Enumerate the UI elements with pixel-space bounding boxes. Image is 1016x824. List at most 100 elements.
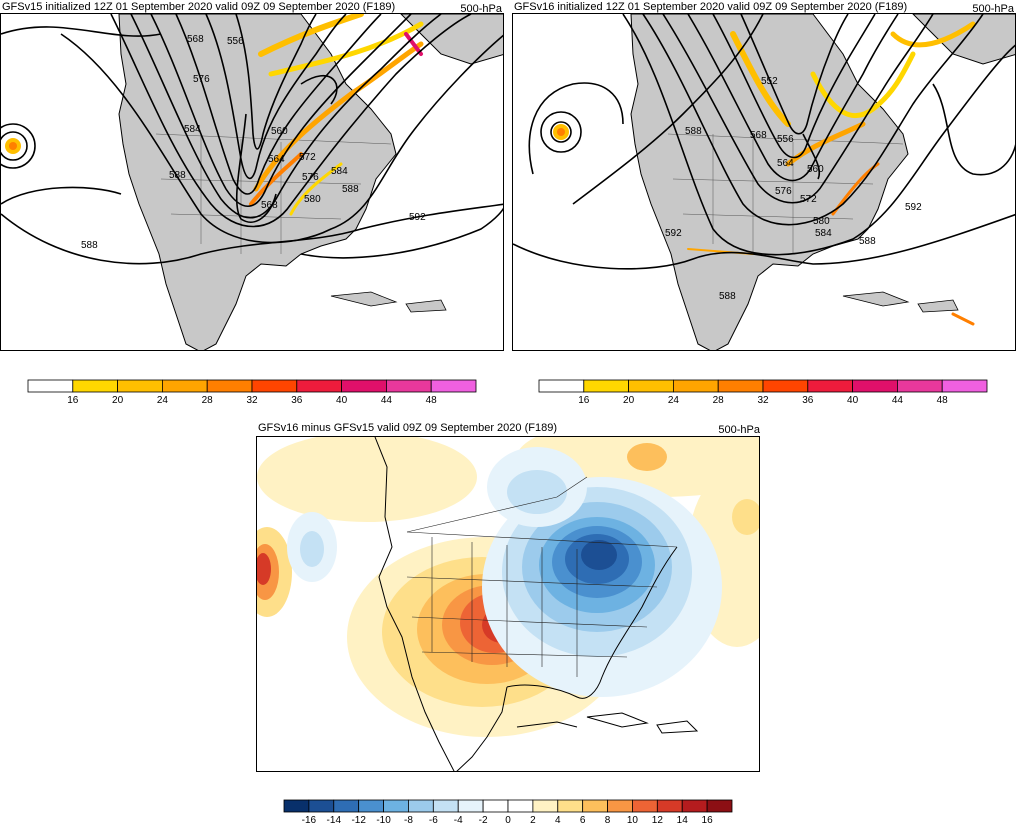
contour-label: 584 xyxy=(184,124,201,135)
diff-colorbar-swatch xyxy=(283,799,310,813)
hispaniola-island xyxy=(405,299,447,313)
diff-colorbar-swatch xyxy=(457,799,484,813)
wind-colorbar-tick-label: 28 xyxy=(713,395,725,406)
diff-colorbar-tick-label: -10 xyxy=(376,815,391,824)
diff-colorbar-swatch xyxy=(607,799,633,813)
contour-label: 560 xyxy=(271,126,288,137)
diff-colorbar-swatch xyxy=(408,799,434,813)
diff-colorbar-tick-label: -14 xyxy=(327,815,342,824)
wind-speed-shading xyxy=(553,21,976,326)
wind-colorbar-tick-label: 20 xyxy=(623,395,635,406)
contour-label: 588 xyxy=(685,126,702,137)
contour-label: 564 xyxy=(268,154,285,165)
wind-colorbar-swatch xyxy=(161,379,208,393)
gfsv16-panel-title: GFSv16 initialized 12Z 01 September 2020… xyxy=(514,1,908,13)
contour-label: 592 xyxy=(665,228,682,239)
diff-colorbar-tick-label: 8 xyxy=(605,815,611,824)
wind-colorbar-swatch xyxy=(27,379,74,393)
wind-colorbar-tick-label: 24 xyxy=(668,395,680,406)
wind-colorbar-tick-label: 16 xyxy=(67,395,79,406)
contour-label: 592 xyxy=(905,202,922,213)
diff-colorbar-tick-label: 6 xyxy=(580,815,586,824)
contour-label: 592 xyxy=(409,212,426,223)
contour-label: 576 xyxy=(302,172,319,183)
wind-colorbar-swatch xyxy=(807,379,853,393)
contour-label: 568 xyxy=(750,130,767,141)
gfsv16-map: 552 588 568 556 564 560 576 572 592 580 … xyxy=(512,13,1016,351)
diff-colorbar-swatch xyxy=(432,799,459,813)
diff-colorbar-swatch xyxy=(532,799,559,813)
wind-colorbar-swatch xyxy=(628,379,674,393)
contour-label: 572 xyxy=(299,152,316,163)
wind-colorbar-swatch xyxy=(762,379,809,393)
difference-level-label: 500-hPa xyxy=(718,424,760,436)
contour-label: 588 xyxy=(81,240,98,251)
diff-colorbar-tick-label: -16 xyxy=(302,815,317,824)
diff-colorbar-tick-label: 14 xyxy=(677,815,689,824)
contour-label: 568 xyxy=(261,200,278,211)
wind-colorbar-tick-label: 20 xyxy=(112,395,124,406)
diff-colorbar-swatch xyxy=(706,799,733,813)
wind-colorbar-tick-label: 44 xyxy=(381,395,393,406)
wind-colorbar-tick-label: 40 xyxy=(336,395,348,406)
diff-colorbar-swatch xyxy=(632,799,658,813)
gfsv15-level-label: 500-hPa xyxy=(460,3,502,15)
diff-colorbar-swatch xyxy=(358,799,384,813)
gfsv15-panel-title: GFSv15 initialized 12Z 01 September 2020… xyxy=(2,1,396,13)
contour-label: 584 xyxy=(815,228,832,239)
wind-colorbar-swatch xyxy=(896,379,943,393)
wind-colorbar-swatch xyxy=(672,379,719,393)
contour-label: 552 xyxy=(761,76,778,87)
hispaniola-island xyxy=(917,299,959,313)
wind-colorbar-tick-label: 28 xyxy=(202,395,214,406)
diff-colorbar-tick-label: 4 xyxy=(555,815,561,824)
height-difference-colorbar: -16 -14 -12 -10 -8 -6 -4 -2 0 2 4 6 8 10 12 14 16 xyxy=(283,799,736,824)
wind-colorbar-swatch xyxy=(538,379,585,393)
wind-speed-colorbar-right: 16 20 24 28 32 36 40 44 48 xyxy=(538,379,989,406)
contour-label: 572 xyxy=(800,194,817,205)
gfsv16-level-label: 500-hPa xyxy=(972,3,1014,15)
contour-label: 580 xyxy=(813,216,830,227)
wind-speed-colorbar-left: 16 20 24 28 32 36 40 44 48 xyxy=(27,379,478,406)
diff-colorbar-tick-label: -2 xyxy=(479,815,488,824)
wind-colorbar-swatch xyxy=(117,379,163,393)
contour-label: 588 xyxy=(859,236,876,247)
diff-colorbar-tick-label: 10 xyxy=(627,815,639,824)
diff-colorbar-swatch xyxy=(507,799,534,813)
cuba-island xyxy=(330,291,398,307)
wind-colorbar-swatch xyxy=(296,379,342,393)
difference-panel-title: GFSv16 minus GFSv15 valid 09Z 09 Septemb… xyxy=(258,422,557,434)
coastlines xyxy=(374,437,699,771)
wind-colorbar-tick-label: 36 xyxy=(802,395,814,406)
contour-label: 576 xyxy=(193,74,210,85)
height-difference-shading xyxy=(257,437,759,737)
greenland-land xyxy=(400,14,503,65)
diff-colorbar-tick-label: 2 xyxy=(530,815,536,824)
wind-colorbar-tick-label: 36 xyxy=(291,395,303,406)
wind-colorbar-swatch xyxy=(852,379,898,393)
contour-labels: 568 556 576 584 560 588 564 572 576 584 … xyxy=(81,34,426,251)
diff-colorbar-tick-label: -6 xyxy=(429,815,438,824)
wind-colorbar-tick-label: 40 xyxy=(847,395,859,406)
north-america-land xyxy=(630,14,909,350)
diff-colorbar-tick-label: 12 xyxy=(652,815,664,824)
contour-label: 588 xyxy=(169,170,186,181)
contour-label: 588 xyxy=(719,291,736,302)
diff-colorbar-swatch xyxy=(308,799,335,813)
wind-colorbar-swatch xyxy=(717,379,764,393)
contour-label: 564 xyxy=(777,158,794,169)
contour-label: 556 xyxy=(227,36,244,47)
wind-colorbar-tick-label: 16 xyxy=(578,395,590,406)
wind-colorbar-swatch xyxy=(430,379,477,393)
wind-colorbar-tick-label: 32 xyxy=(246,395,258,406)
wind-colorbar-swatch xyxy=(941,379,988,393)
diff-colorbar-swatch xyxy=(681,799,708,813)
contour-labels: 552 588 568 556 564 560 576 572 592 580 … xyxy=(665,76,922,302)
diff-colorbar-swatch xyxy=(383,799,409,813)
wind-colorbar-swatch xyxy=(72,379,118,393)
diff-colorbar-tick-label: -4 xyxy=(454,815,463,824)
geopotential-height-contours xyxy=(1,14,503,265)
wind-speed-shading xyxy=(5,14,424,216)
diff-colorbar-swatch xyxy=(482,799,509,813)
wind-colorbar-tick-label: 44 xyxy=(892,395,904,406)
